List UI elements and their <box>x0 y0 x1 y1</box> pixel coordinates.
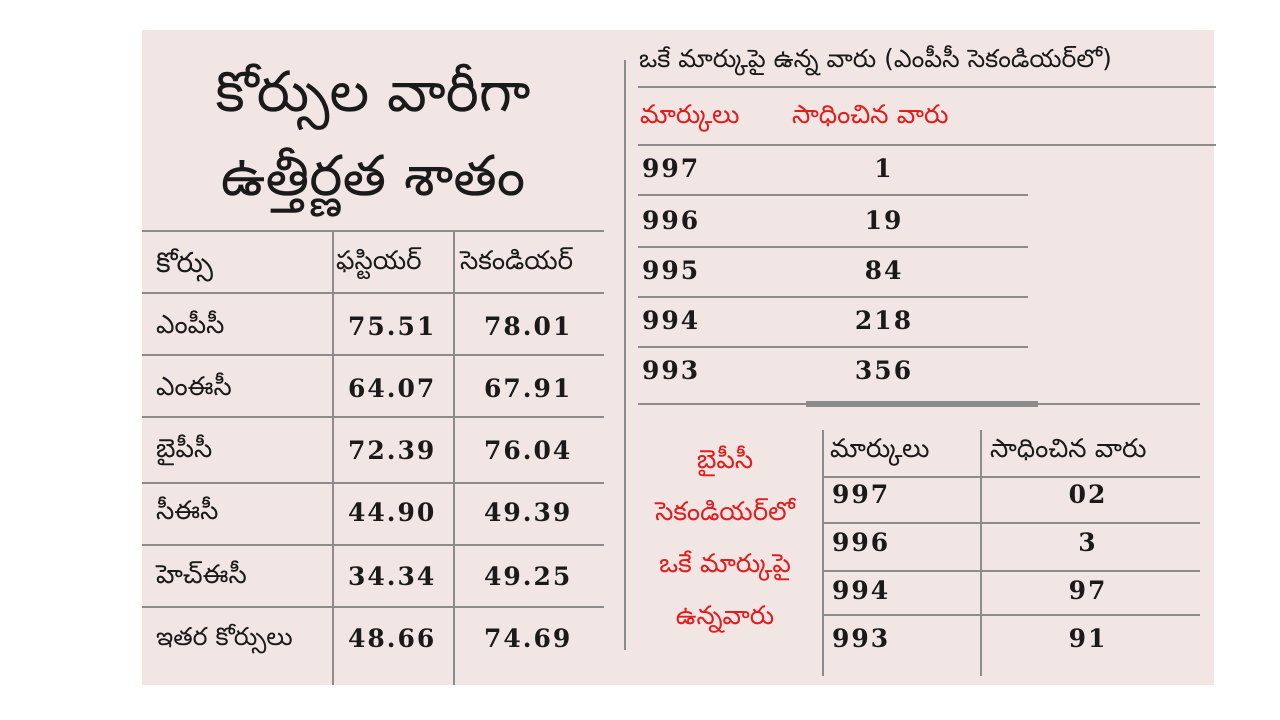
left-header-first-year: ఫస్టియర్ <box>336 246 422 276</box>
mpc-achievers: 356 <box>854 356 914 385</box>
row-rule <box>822 522 1200 524</box>
mpc-header-marks: మార్కులు <box>640 100 740 130</box>
bipc-label-line: ఒకే మార్కుపై <box>659 549 791 579</box>
left-top-rule <box>142 230 604 232</box>
bipc-label: బైపీసీ సెకండియర్‌లో ఒకే మార్కుపై ఉన్నవార… <box>632 434 818 642</box>
section-divider <box>624 60 626 650</box>
second-year-value: 74.69 <box>484 624 573 653</box>
course-name: సీఈసీ <box>156 496 219 526</box>
left-title-line1: కోర్సుల వారీగా <box>215 60 531 125</box>
course-name: ఇతర కోర్సులు <box>156 622 293 651</box>
bipc-marks: 997 <box>832 480 891 509</box>
bipc-header-achievers: సాధించిన వారు <box>990 434 1147 464</box>
row-rule <box>822 570 1200 572</box>
bipc-achievers: 3 <box>1078 528 1098 557</box>
row-rule <box>822 614 1200 616</box>
second-year-value: 78.01 <box>484 312 573 341</box>
left-header-second-year: సెకండియర్ <box>460 246 574 276</box>
second-year-value: 67.91 <box>484 374 573 403</box>
left-title-line2: ఉత్తీర్ణత శాతం <box>220 144 526 209</box>
bipc-label-line: బైపీసీ <box>696 445 754 475</box>
bipc-achievers: 91 <box>1068 624 1108 653</box>
mpc-achievers: 1 <box>874 154 894 183</box>
bipc-marks: 994 <box>832 576 891 605</box>
infographic-panel: కోర్సుల వారీగా ఉత్తీర్ణత శాతం కోర్సు ఫస్… <box>142 30 1216 685</box>
row-rule <box>142 416 604 418</box>
row-rule <box>638 246 1028 248</box>
bipc-col-divider-1 <box>822 430 824 676</box>
row-rule <box>142 544 604 546</box>
left-header-rule <box>142 292 604 294</box>
first-year-value: 72.39 <box>348 436 437 465</box>
first-year-value: 44.90 <box>348 498 437 527</box>
mpc-title: ఒకే మార్కుపై ఉన్న వారు (ఎంపీసీ సెకండియర్… <box>639 44 1112 73</box>
left-col-divider-2 <box>453 230 455 685</box>
bipc-col-divider-2 <box>980 430 982 676</box>
course-name: ఎంఈసీ <box>156 372 232 402</box>
mpc-header-rule <box>638 144 1216 146</box>
row-rule <box>638 346 1028 348</box>
row-rule <box>142 354 604 356</box>
bipc-header-rule <box>822 476 1200 478</box>
mpc-marks: 997 <box>642 154 701 183</box>
first-year-value: 48.66 <box>348 624 437 653</box>
bipc-marks: 993 <box>832 624 891 653</box>
first-year-value: 75.51 <box>348 312 437 341</box>
mpc-marks: 995 <box>642 256 701 285</box>
course-name: బైపీసీ <box>156 434 213 464</box>
bipc-header-marks: మార్కులు <box>830 434 930 464</box>
row-rule <box>142 606 604 608</box>
mpc-achievers: 84 <box>864 256 904 285</box>
left-header-course: కోర్సు <box>156 246 213 279</box>
bipc-label-line: ఉన్నవారు <box>675 601 775 631</box>
row-rule <box>638 194 1028 196</box>
mpc-bottom-bar <box>806 401 1038 407</box>
first-year-value: 34.34 <box>348 562 437 591</box>
row-rule <box>142 482 604 484</box>
mpc-achievers: 218 <box>854 306 914 335</box>
course-name: హెచ్ఈసీ <box>156 560 247 590</box>
bipc-achievers: 02 <box>1068 480 1108 509</box>
second-year-value: 76.04 <box>484 436 573 465</box>
second-year-value: 49.25 <box>484 562 573 591</box>
mpc-title-rule <box>638 86 1216 88</box>
second-year-value: 49.39 <box>484 498 573 527</box>
bipc-achievers: 97 <box>1068 576 1108 605</box>
bipc-marks: 996 <box>832 528 891 557</box>
first-year-value: 64.07 <box>348 374 437 403</box>
mpc-header-achievers: సాధించిన వారు <box>792 100 949 130</box>
left-col-divider-1 <box>332 230 334 685</box>
mpc-marks: 996 <box>642 206 701 235</box>
mpc-achievers: 19 <box>864 206 904 235</box>
course-name: ఎంపీసీ <box>156 310 225 340</box>
mpc-marks: 993 <box>642 356 701 385</box>
mpc-marks: 994 <box>642 306 701 335</box>
row-rule <box>638 296 1028 298</box>
bipc-label-line: సెకండియర్‌లో <box>655 497 795 527</box>
